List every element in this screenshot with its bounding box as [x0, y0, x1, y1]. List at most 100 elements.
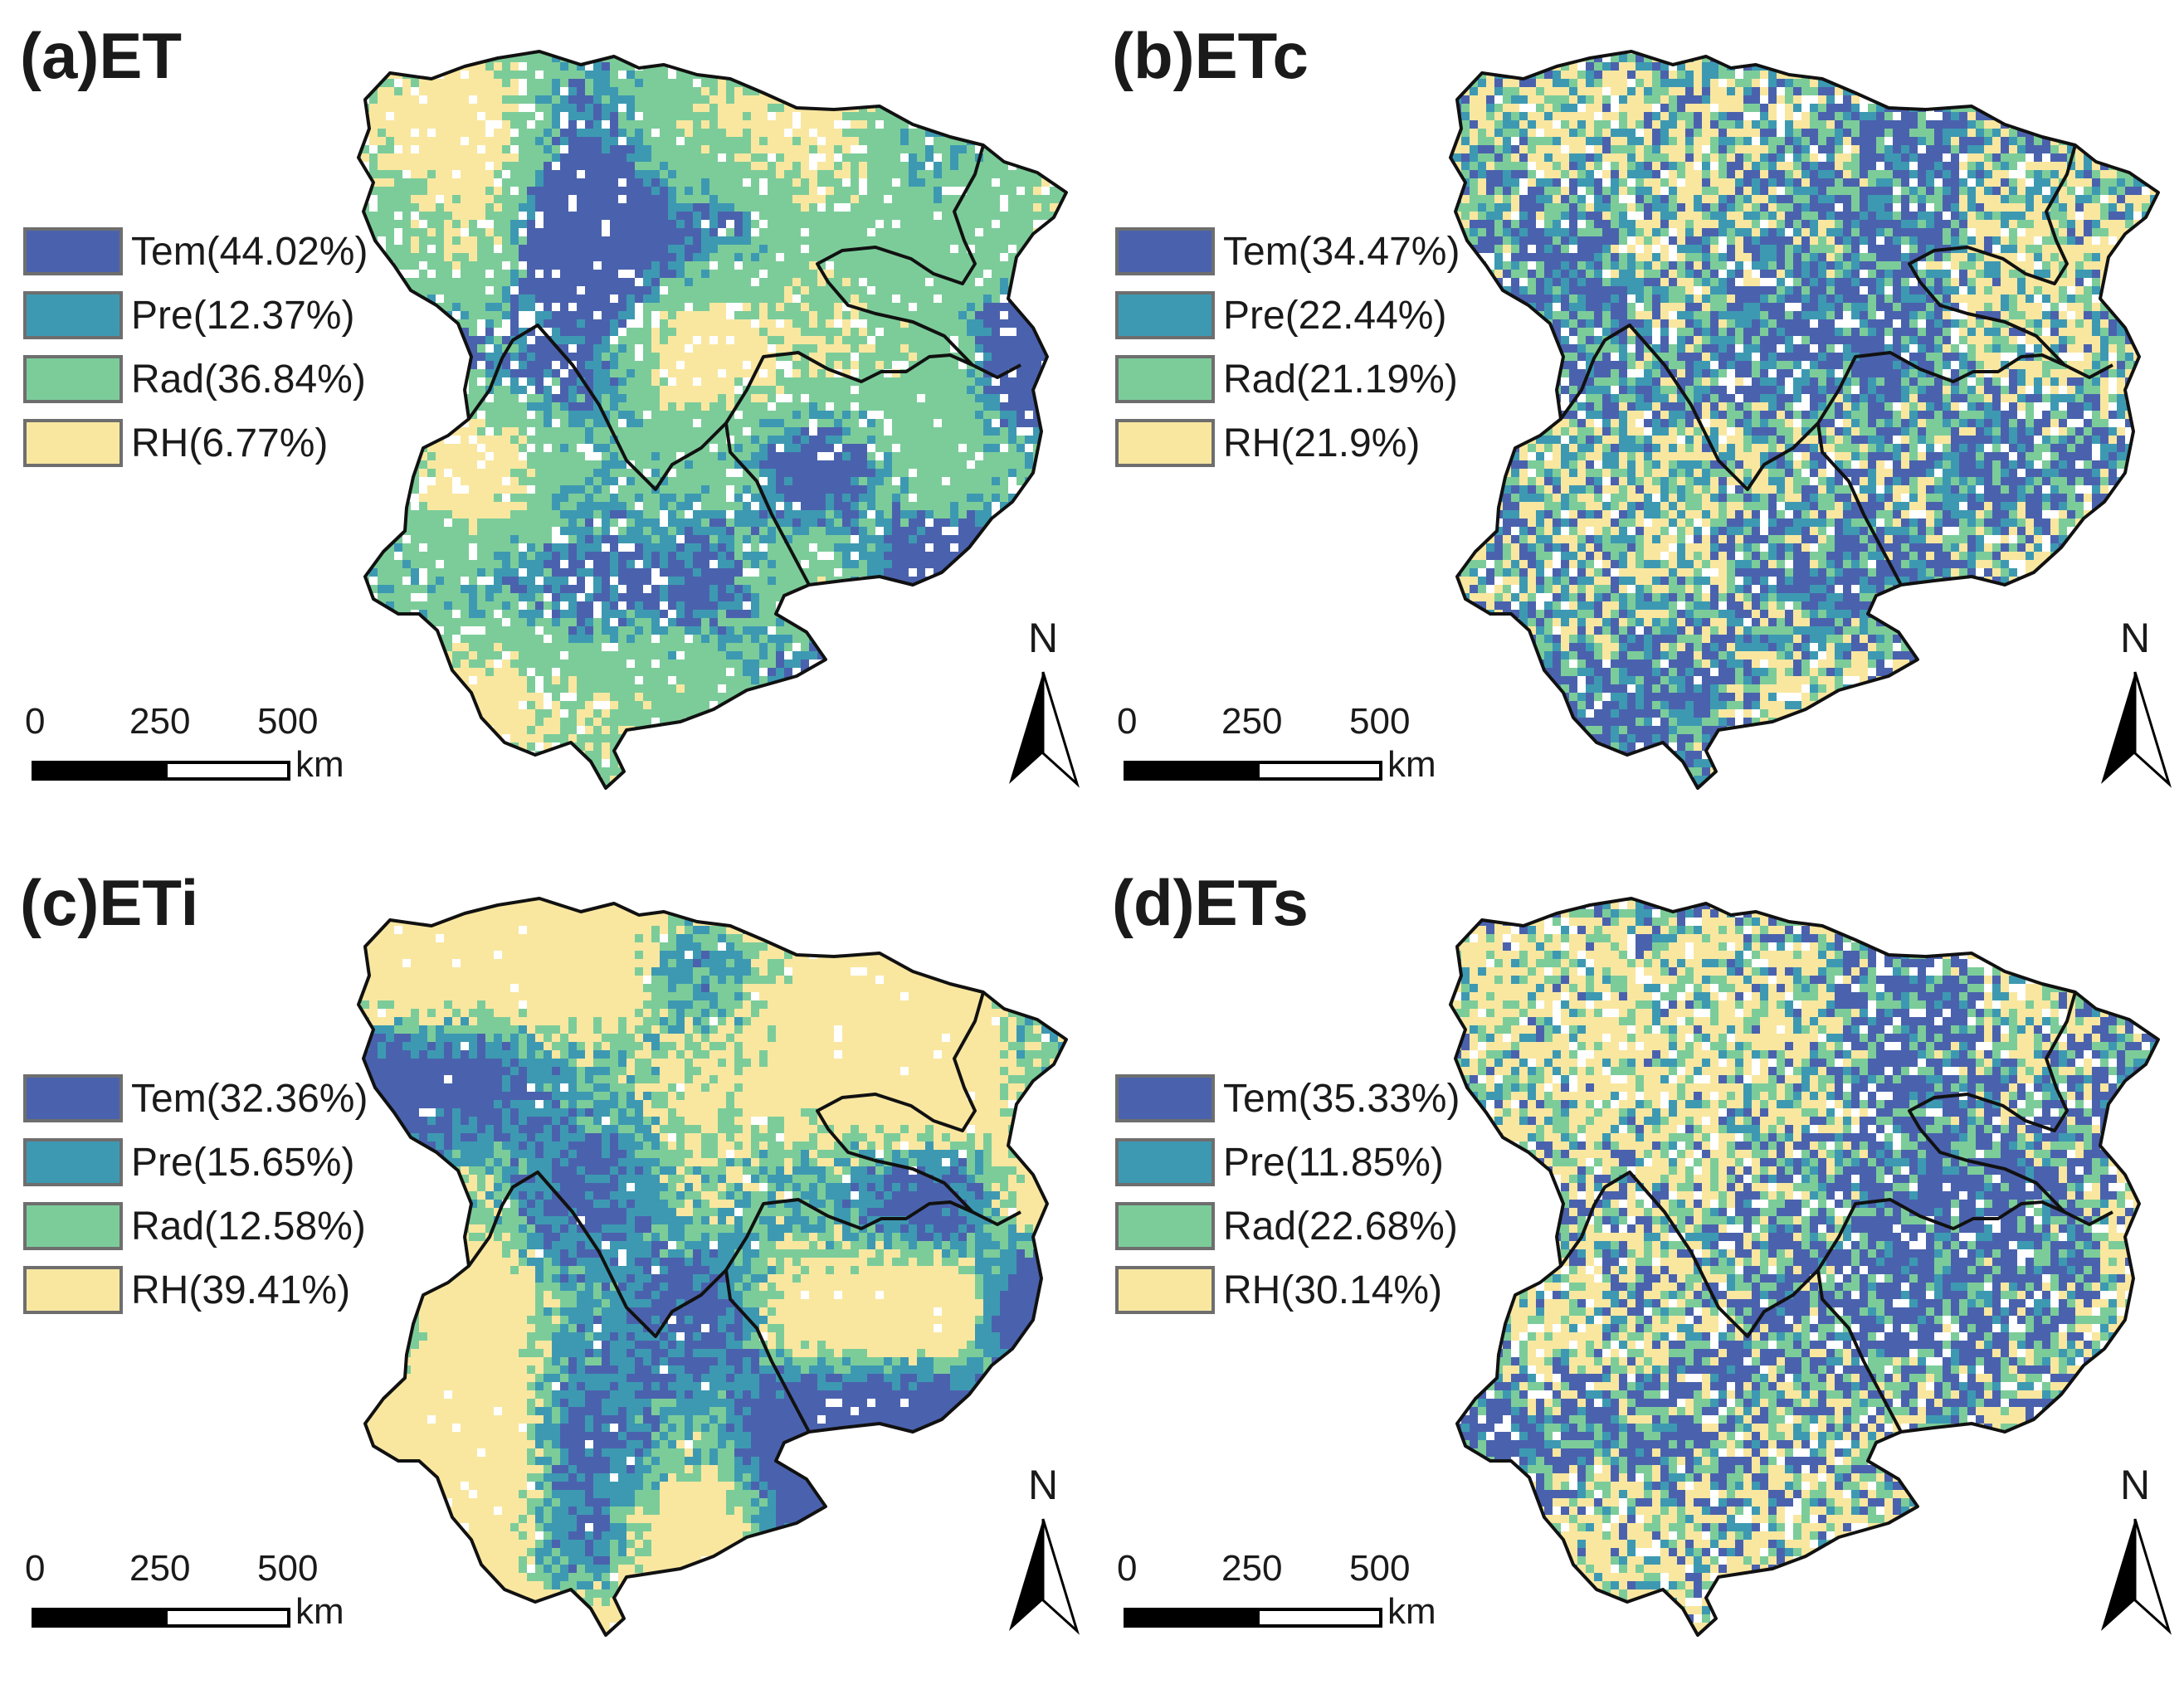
raster-cell-rad: [1025, 195, 1033, 203]
raster-cell-rad: [751, 402, 759, 411]
raster-cell-tem: [618, 203, 626, 212]
raster-cell-rad: [842, 212, 851, 220]
raster-cell-rad: [950, 170, 958, 178]
raster-cell-rad: [934, 286, 942, 295]
raster-cell-rh: [851, 137, 859, 145]
raster-cell-rad: [1058, 87, 1066, 95]
raster-cell-pre: [610, 560, 618, 568]
raster-cell-rad: [427, 236, 436, 245]
raster-cell-rad: [942, 485, 950, 494]
raster-cell-tem: [693, 245, 701, 253]
raster-cell-rad: [992, 212, 1000, 220]
raster-cell-tem: [552, 261, 560, 270]
raster-cell-rad: [1025, 178, 1033, 187]
raster-cell-tem: [1008, 543, 1016, 552]
raster-cell-pre: [975, 112, 983, 120]
raster-cell-pre: [701, 178, 709, 187]
raster-cell-rad: [884, 178, 892, 187]
raster-cell-rad: [743, 452, 751, 460]
raster-cell-pre: [544, 552, 552, 560]
raster-cell-pre: [660, 477, 668, 485]
raster-cell-tem: [917, 510, 925, 518]
raster-cell-rad: [378, 170, 386, 178]
raster-cell-rad: [668, 328, 676, 336]
raster-cell-rad: [917, 419, 925, 427]
raster-cell-rad: [618, 444, 626, 452]
raster-cell-rad: [544, 527, 552, 535]
raster-cell-rad: [834, 328, 842, 336]
raster-cell-rad: [477, 527, 485, 535]
raster-cell-pre: [1008, 469, 1016, 477]
raster-cell-rh: [693, 104, 701, 112]
raster-cell-rad: [992, 411, 1000, 419]
raster-cell-pre: [842, 527, 851, 535]
raster-cell-rad: [776, 336, 784, 344]
raster-cell-tem: [452, 353, 461, 361]
raster-cell-tem: [900, 552, 909, 560]
raster-cell-rad: [884, 386, 892, 394]
raster-cell-tem: [1033, 51, 1041, 54]
raster-cell-rad: [892, 328, 900, 336]
raster-cell-rad: [544, 460, 552, 469]
raster-cell-rad: [875, 353, 884, 361]
raster-cell-rad: [992, 270, 1000, 278]
raster-cell-tem: [560, 303, 568, 311]
raster-cell-pre: [369, 460, 378, 469]
raster-cell-pre: [784, 444, 792, 452]
raster-cell-rad: [784, 270, 792, 278]
raster-cell-rad: [751, 427, 759, 436]
raster-cell-rad: [784, 419, 792, 427]
raster-cell-rad: [967, 502, 975, 510]
raster-cell-rad: [718, 51, 726, 54]
raster-cell-rad: [751, 386, 759, 394]
raster-cell-rad: [660, 51, 668, 54]
raster-cell-tem: [1050, 54, 1058, 62]
raster-cell-rad: [510, 162, 519, 170]
raster-cell-rad: [900, 402, 909, 411]
raster-cell-rad: [917, 195, 925, 203]
raster-cell-rad: [477, 228, 485, 236]
raster-cell-rad: [452, 236, 461, 245]
raster-cell-tem: [660, 270, 668, 278]
raster-cell-tem: [801, 502, 809, 510]
raster-cell-tem: [593, 286, 602, 295]
raster-cell-rad: [643, 502, 651, 510]
raster-cell-tem: [817, 460, 826, 469]
raster-cell-rad: [502, 543, 510, 552]
raster-cell-pre: [726, 535, 734, 543]
raster-cell-rad: [668, 178, 676, 187]
raster-cell-rad: [834, 212, 842, 220]
raster-cell-rad: [436, 261, 444, 270]
raster-cell-tem: [983, 79, 992, 87]
raster-cell-rad: [651, 54, 660, 62]
raster-cell-rad: [834, 253, 842, 261]
raster-cell-tem: [1008, 71, 1016, 79]
raster-cell-rad: [1008, 253, 1016, 261]
raster-cell-rad: [925, 319, 934, 328]
raster-cell-pre: [709, 212, 718, 220]
raster-cell-rad: [992, 112, 1000, 120]
raster-cell-rh: [1058, 220, 1066, 228]
raster-cell-rad: [851, 79, 859, 87]
raster-cell-rad: [402, 469, 411, 477]
raster-cell-rad: [859, 427, 867, 436]
raster-cell-rh: [502, 452, 510, 460]
raster-cell-rad: [668, 87, 676, 95]
raster-cell-rad: [394, 518, 402, 527]
raster-cell-pre: [358, 527, 361, 535]
raster-cell-pre: [602, 518, 610, 527]
raster-cell-rad: [917, 402, 925, 411]
raster-cell-rad: [1008, 228, 1016, 236]
raster-cell-rh: [510, 79, 519, 87]
raster-cell-rad: [925, 286, 934, 295]
raster-cell-rad: [643, 386, 651, 394]
raster-cell-rad: [494, 560, 502, 568]
raster-cell-tem: [685, 212, 693, 220]
raster-cell-rad: [859, 54, 867, 62]
raster-cell-rad: [544, 54, 552, 62]
raster-cell-rh: [726, 353, 734, 361]
raster-cell-rad: [1008, 444, 1016, 452]
raster-cell-rh: [660, 353, 668, 361]
raster-cell-rad: [909, 54, 917, 62]
raster-cell-pre: [560, 485, 568, 494]
